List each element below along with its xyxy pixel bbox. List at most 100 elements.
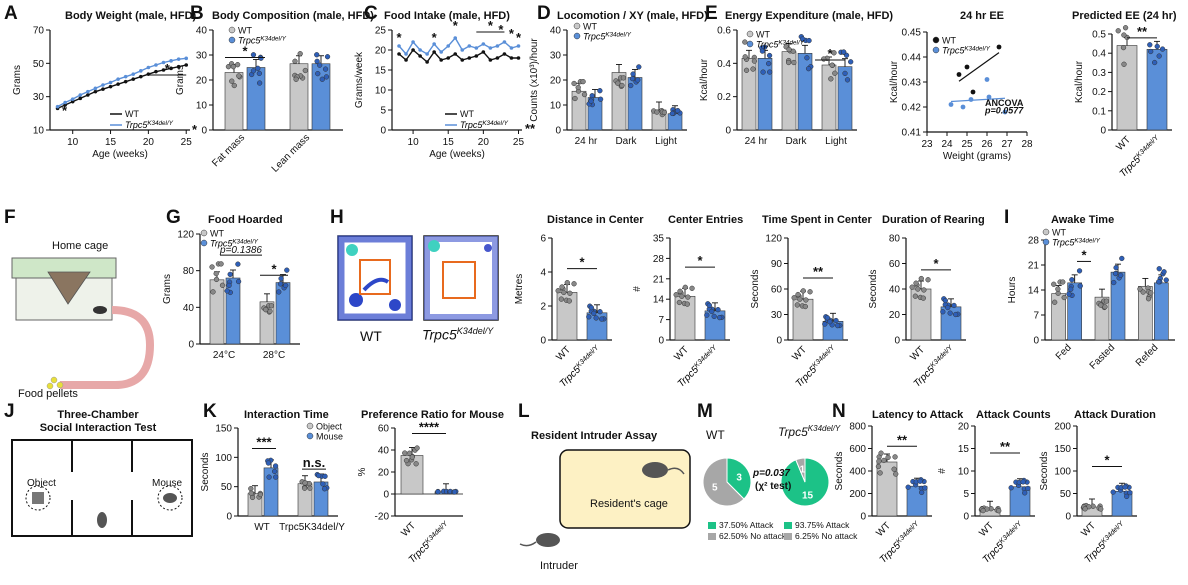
sig-label-a: * — [62, 103, 68, 118]
data-point — [591, 310, 597, 317]
data-point — [919, 489, 925, 496]
series-point-a — [70, 99, 75, 104]
sig-label-c: ** — [525, 121, 536, 136]
sig-label-c: * — [498, 22, 504, 37]
data-point — [250, 68, 257, 74]
data-point — [835, 322, 841, 329]
series-point-a — [154, 69, 158, 74]
data-point — [635, 77, 641, 83]
series-point-c — [509, 56, 514, 60]
data-point — [824, 315, 831, 321]
title-j: Three-Chamber Social Interaction Test — [39, 409, 157, 434]
data-point — [1008, 485, 1014, 491]
data-point — [278, 275, 284, 282]
legend-marker-i — [1042, 238, 1050, 246]
y-tick-label-h2: 28 — [653, 254, 665, 265]
title-h2: Center Entries — [668, 214, 744, 226]
data-point — [302, 480, 308, 486]
data-point — [715, 306, 721, 313]
series-point-c — [488, 46, 493, 50]
x-tick-label-d: Dark — [615, 136, 637, 147]
pie-stat-p: p=0.037 — [753, 468, 790, 479]
series-point-a — [86, 93, 90, 97]
label-object: Object — [27, 478, 56, 489]
x-tick-label-k1: WT — [254, 522, 270, 533]
x-tick-label-e2: 27 — [1001, 139, 1013, 150]
x-tick-label-a: 10 — [67, 137, 79, 148]
data-point — [881, 457, 887, 464]
data-point — [1055, 286, 1061, 292]
data-point — [414, 445, 420, 451]
y-tick-label-g: 80 — [183, 266, 195, 277]
data-point — [615, 80, 621, 86]
data-point — [1069, 277, 1075, 283]
data-point — [844, 77, 851, 83]
title-h4: Duration of Rearing — [882, 214, 985, 226]
series-point-a — [116, 82, 120, 86]
data-point — [226, 282, 232, 289]
data-point — [1122, 484, 1128, 490]
legend-marker-b — [228, 26, 236, 34]
data-point — [213, 270, 219, 277]
data-point — [234, 62, 241, 68]
data-point — [912, 293, 919, 299]
annotation-ancova: ANCOVA — [985, 98, 1024, 108]
series-point-c — [411, 48, 415, 52]
y-tick-label-n1: 800 — [849, 422, 866, 433]
y-tick-label-k2: 60 — [378, 424, 390, 435]
series-point-c — [453, 36, 458, 40]
sig-label-n1: ** — [897, 432, 908, 447]
data-point — [953, 311, 959, 318]
data-point — [940, 309, 946, 315]
y-tick-label-d: 10 — [550, 101, 562, 112]
regression-line-e2 — [950, 97, 1006, 103]
series-point-a — [123, 79, 128, 84]
legend-marker-k1 — [306, 422, 314, 430]
y-tick-label-k1: 50 — [221, 482, 233, 493]
y-tick-label-h4: 40 — [889, 285, 901, 296]
x-tick-label-e2: 25 — [961, 139, 973, 150]
y-tick-label-b: 10 — [196, 101, 208, 112]
x-tick-label-k1: Trpc5K34del/Y — [279, 522, 345, 533]
data-point — [266, 474, 272, 480]
data-point — [848, 59, 854, 65]
y-axis-label-k2: % — [357, 467, 368, 476]
legend-marker-e2 — [932, 46, 940, 54]
sig-label-n2: ** — [1000, 439, 1011, 454]
data-point — [717, 314, 723, 321]
y-tick-label-n3: 150 — [1054, 444, 1071, 455]
y-tick-label-e1: 0.6 — [717, 26, 731, 37]
pie-slice-count: 5 — [712, 483, 718, 494]
y-tick-label-n2: 10 — [958, 467, 970, 478]
y-tick-label-n3: 0 — [1065, 512, 1071, 523]
data-point — [1159, 46, 1166, 52]
y-tick-label-e1: 0.2 — [717, 92, 731, 103]
data-point — [750, 66, 756, 72]
data-point — [805, 66, 812, 72]
x-tick-label-a: 20 — [143, 137, 155, 148]
legend-label-e2: Trpc5K34del/Y — [942, 45, 991, 56]
y-tick-label-h1: 6 — [540, 234, 546, 245]
series-point-c — [495, 56, 500, 60]
data-point — [673, 292, 679, 298]
data-point — [283, 282, 289, 289]
y-tick-label-a: 70 — [33, 26, 45, 37]
y-tick-label-a: 30 — [33, 92, 45, 103]
panel-letter-j: J — [4, 401, 15, 422]
panel-letter-a: A — [4, 3, 18, 24]
data-point — [1148, 290, 1154, 296]
data-point — [322, 473, 328, 479]
series-point-a — [63, 103, 67, 107]
data-point — [319, 76, 325, 82]
y-tick-label-e2: 0.44 — [902, 53, 922, 64]
scatter-point-e2 — [970, 89, 976, 95]
data-point — [1140, 289, 1146, 295]
data-point — [561, 289, 567, 296]
y-tick-label-h1: 2 — [540, 302, 546, 313]
y-tick-label-c: 20 — [375, 46, 387, 57]
data-point — [785, 59, 792, 66]
data-point — [257, 491, 264, 498]
data-point — [230, 64, 236, 70]
heatmap-label-ko-base: Trpc5 — [422, 326, 457, 343]
